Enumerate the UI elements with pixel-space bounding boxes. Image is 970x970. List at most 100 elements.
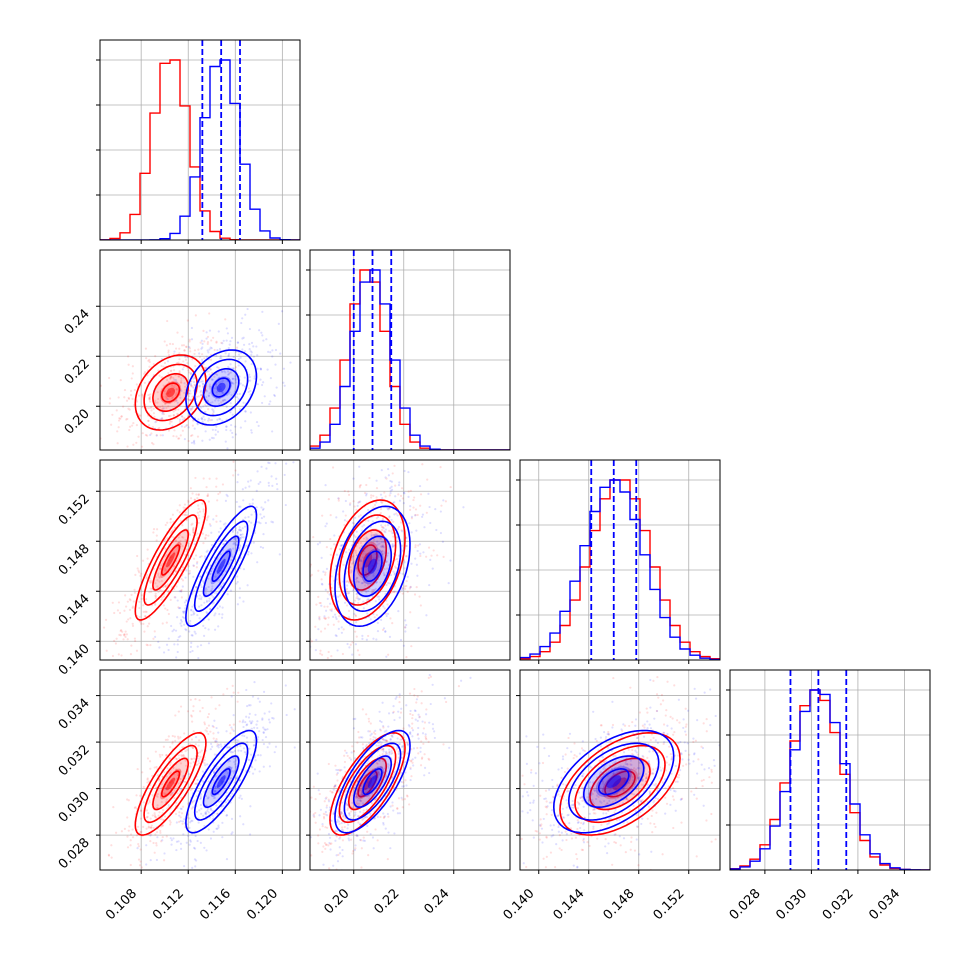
sample-point — [389, 847, 392, 850]
sample-point — [690, 790, 693, 793]
sample-point — [171, 742, 174, 745]
sample-point — [266, 746, 269, 749]
sample-point — [205, 337, 208, 340]
sample-point — [428, 505, 431, 509]
sample-point — [148, 398, 151, 401]
sample-point — [220, 370, 223, 373]
sample-point — [207, 724, 211, 727]
sample-point — [329, 608, 332, 612]
sample-point — [228, 746, 231, 749]
sample-point — [218, 587, 221, 590]
sample-point — [317, 876, 319, 878]
sample-point — [209, 608, 212, 611]
sample-point — [196, 645, 199, 648]
sample-point — [304, 632, 306, 634]
sample-point — [684, 733, 688, 736]
sample-point — [293, 875, 295, 877]
sample-point — [232, 460, 235, 463]
sample-point — [335, 617, 338, 621]
sample-point — [214, 428, 217, 432]
sample-point — [361, 743, 364, 746]
sample-point — [327, 800, 331, 803]
sample-point — [154, 594, 157, 597]
sample-point — [324, 826, 327, 829]
sample-point — [608, 817, 612, 820]
sample-point — [155, 528, 159, 531]
sample-point — [227, 372, 231, 376]
sample-point — [401, 806, 404, 809]
sample-point — [635, 787, 639, 790]
sample-point — [396, 812, 400, 815]
sample-point — [398, 768, 402, 771]
sample-point — [171, 342, 174, 346]
sample-point — [81, 680, 83, 682]
sample-point — [416, 733, 419, 737]
sample-point — [341, 839, 345, 842]
sample-point — [710, 840, 713, 843]
sample-point — [606, 802, 609, 805]
sample-point — [229, 371, 233, 374]
contour-line — [185, 349, 258, 426]
sample-point — [604, 837, 607, 841]
sample-point — [388, 516, 391, 519]
sample-point — [580, 747, 584, 750]
sample-point — [351, 653, 354, 656]
sample-point — [367, 854, 370, 857]
sample-point — [176, 404, 179, 407]
sample-point — [530, 768, 533, 772]
sample-point — [323, 800, 326, 803]
sample-point — [162, 604, 166, 607]
sample-point — [304, 847, 306, 849]
sample-point — [187, 834, 190, 837]
sample-point — [374, 736, 377, 739]
sample-point — [175, 381, 178, 384]
sample-point — [182, 833, 185, 836]
sample-point — [338, 846, 341, 849]
sample-point — [405, 794, 409, 797]
sample-point — [246, 723, 249, 726]
sample-point — [599, 724, 603, 727]
sample-point — [592, 781, 595, 784]
sample-point — [212, 796, 215, 800]
sample-point — [239, 529, 242, 532]
sample-point — [394, 565, 397, 568]
sample-point — [385, 614, 388, 618]
sample-point — [140, 622, 143, 625]
sample-point — [232, 542, 235, 546]
sample-point — [189, 408, 192, 412]
sample-point — [600, 801, 603, 804]
sample-point — [695, 855, 698, 858]
sample-point — [381, 701, 384, 704]
sample-point — [392, 745, 395, 749]
sample-point — [126, 835, 129, 838]
sample-point — [195, 586, 198, 589]
sample-point — [247, 758, 250, 761]
sample-point — [154, 399, 157, 402]
sample-point — [310, 563, 313, 566]
sample-point — [215, 726, 218, 730]
sample-point — [173, 789, 176, 792]
sample-point — [391, 544, 394, 547]
sample-point — [167, 414, 171, 418]
sample-point — [132, 600, 135, 603]
sample-point — [174, 801, 178, 804]
sample-point — [424, 735, 427, 738]
sample-point — [162, 595, 165, 598]
sample-point — [602, 782, 605, 785]
sample-point — [155, 433, 158, 437]
sample-point — [172, 414, 175, 417]
sample-point — [401, 798, 404, 801]
sample-point — [315, 665, 317, 667]
sample-point — [219, 357, 222, 360]
sample-point — [190, 613, 193, 617]
sample-point — [190, 787, 194, 790]
sample-point — [416, 695, 419, 698]
sample-point — [385, 739, 389, 742]
sample-point — [140, 572, 143, 575]
sample-point — [192, 589, 196, 592]
sample-point — [160, 417, 164, 421]
sample-point — [283, 384, 286, 387]
sample-point — [433, 736, 436, 740]
sample-point — [271, 484, 274, 487]
sample-point — [262, 381, 265, 384]
